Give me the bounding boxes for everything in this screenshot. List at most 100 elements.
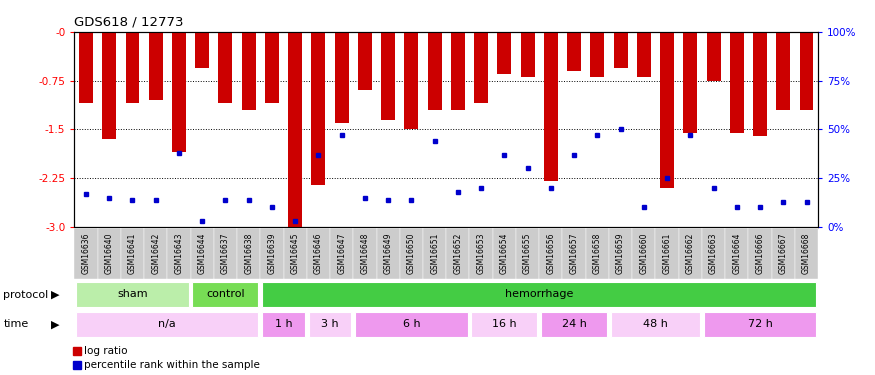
- Text: GSM16660: GSM16660: [640, 232, 648, 274]
- Text: GSM16664: GSM16664: [732, 232, 741, 274]
- Bar: [613, 32, 627, 68]
- Text: GSM16654: GSM16654: [500, 232, 509, 274]
- Text: GSM16638: GSM16638: [244, 232, 253, 274]
- Bar: [358, 32, 372, 90]
- Bar: [219, 32, 233, 104]
- Text: log ratio: log ratio: [84, 346, 128, 356]
- Bar: [262, 282, 816, 307]
- Text: 24 h: 24 h: [562, 319, 586, 328]
- Text: 3 h: 3 h: [321, 319, 339, 328]
- Text: n/a: n/a: [158, 319, 176, 328]
- Text: sham: sham: [117, 289, 148, 299]
- Bar: [472, 312, 537, 337]
- Bar: [704, 312, 816, 337]
- Bar: [707, 32, 720, 81]
- Bar: [423, 228, 446, 279]
- Text: GDS618 / 12773: GDS618 / 12773: [74, 15, 184, 28]
- Text: GSM16653: GSM16653: [477, 232, 486, 274]
- Text: GSM16666: GSM16666: [755, 232, 765, 274]
- Text: GSM16637: GSM16637: [221, 232, 230, 274]
- Bar: [521, 32, 535, 77]
- Bar: [451, 32, 465, 110]
- Bar: [541, 312, 607, 337]
- Text: GSM16642: GSM16642: [151, 232, 160, 274]
- Text: 6 h: 6 h: [402, 319, 420, 328]
- Text: percentile rank within the sample: percentile rank within the sample: [84, 360, 260, 370]
- Bar: [355, 312, 467, 337]
- Bar: [446, 228, 470, 279]
- Bar: [585, 228, 609, 279]
- Bar: [265, 32, 279, 104]
- Text: time: time: [4, 319, 29, 329]
- Text: 72 h: 72 h: [747, 319, 773, 328]
- Bar: [516, 228, 539, 279]
- Text: GSM16651: GSM16651: [430, 232, 439, 274]
- Text: GSM16658: GSM16658: [593, 232, 602, 274]
- Text: GSM16641: GSM16641: [128, 232, 137, 274]
- Bar: [167, 228, 191, 279]
- Text: ▶: ▶: [51, 290, 60, 300]
- Bar: [334, 32, 348, 123]
- Bar: [563, 228, 585, 279]
- Text: hemorrhage: hemorrhage: [505, 289, 573, 299]
- Bar: [307, 228, 330, 279]
- Text: GSM16643: GSM16643: [174, 232, 184, 274]
- Bar: [655, 228, 679, 279]
- Bar: [79, 32, 93, 104]
- Bar: [539, 228, 563, 279]
- Text: GSM16657: GSM16657: [570, 232, 578, 274]
- Bar: [376, 228, 400, 279]
- Text: GSM16659: GSM16659: [616, 232, 625, 274]
- Bar: [679, 228, 702, 279]
- Bar: [192, 282, 258, 307]
- Text: GSM16640: GSM16640: [105, 232, 114, 274]
- Bar: [76, 282, 189, 307]
- Bar: [725, 228, 748, 279]
- Text: 1 h: 1 h: [275, 319, 292, 328]
- Bar: [748, 228, 772, 279]
- Bar: [702, 228, 725, 279]
- Text: GSM16648: GSM16648: [360, 232, 369, 274]
- Bar: [800, 32, 814, 110]
- Bar: [428, 32, 442, 110]
- Bar: [632, 228, 655, 279]
- Bar: [354, 228, 376, 279]
- Text: GSM16645: GSM16645: [290, 232, 299, 274]
- Bar: [121, 228, 144, 279]
- Text: GSM16662: GSM16662: [686, 232, 695, 274]
- Text: GSM16644: GSM16644: [198, 232, 206, 274]
- Bar: [330, 228, 354, 279]
- Bar: [400, 228, 423, 279]
- Bar: [660, 32, 674, 188]
- Bar: [242, 32, 256, 110]
- Bar: [237, 228, 261, 279]
- Text: GSM16646: GSM16646: [314, 232, 323, 274]
- Bar: [611, 312, 700, 337]
- Bar: [637, 32, 651, 77]
- Text: GSM16667: GSM16667: [779, 232, 788, 274]
- Text: GSM16661: GSM16661: [662, 232, 671, 274]
- Bar: [567, 32, 581, 71]
- Text: GSM16656: GSM16656: [546, 232, 556, 274]
- Bar: [195, 32, 209, 68]
- Bar: [172, 32, 186, 152]
- Bar: [214, 228, 237, 279]
- Bar: [591, 32, 605, 77]
- Text: GSM16668: GSM16668: [802, 232, 811, 274]
- Bar: [609, 228, 632, 279]
- Bar: [261, 228, 284, 279]
- Bar: [683, 32, 697, 133]
- Bar: [288, 32, 302, 227]
- Text: GSM16649: GSM16649: [383, 232, 393, 274]
- Bar: [493, 228, 516, 279]
- Bar: [309, 312, 352, 337]
- Text: GSM16639: GSM16639: [268, 232, 276, 274]
- Bar: [730, 32, 744, 133]
- Bar: [284, 228, 307, 279]
- Text: ▶: ▶: [51, 319, 60, 329]
- Text: 48 h: 48 h: [643, 319, 668, 328]
- Text: 16 h: 16 h: [492, 319, 516, 328]
- Bar: [74, 228, 98, 279]
- Bar: [776, 32, 790, 110]
- Bar: [404, 32, 418, 129]
